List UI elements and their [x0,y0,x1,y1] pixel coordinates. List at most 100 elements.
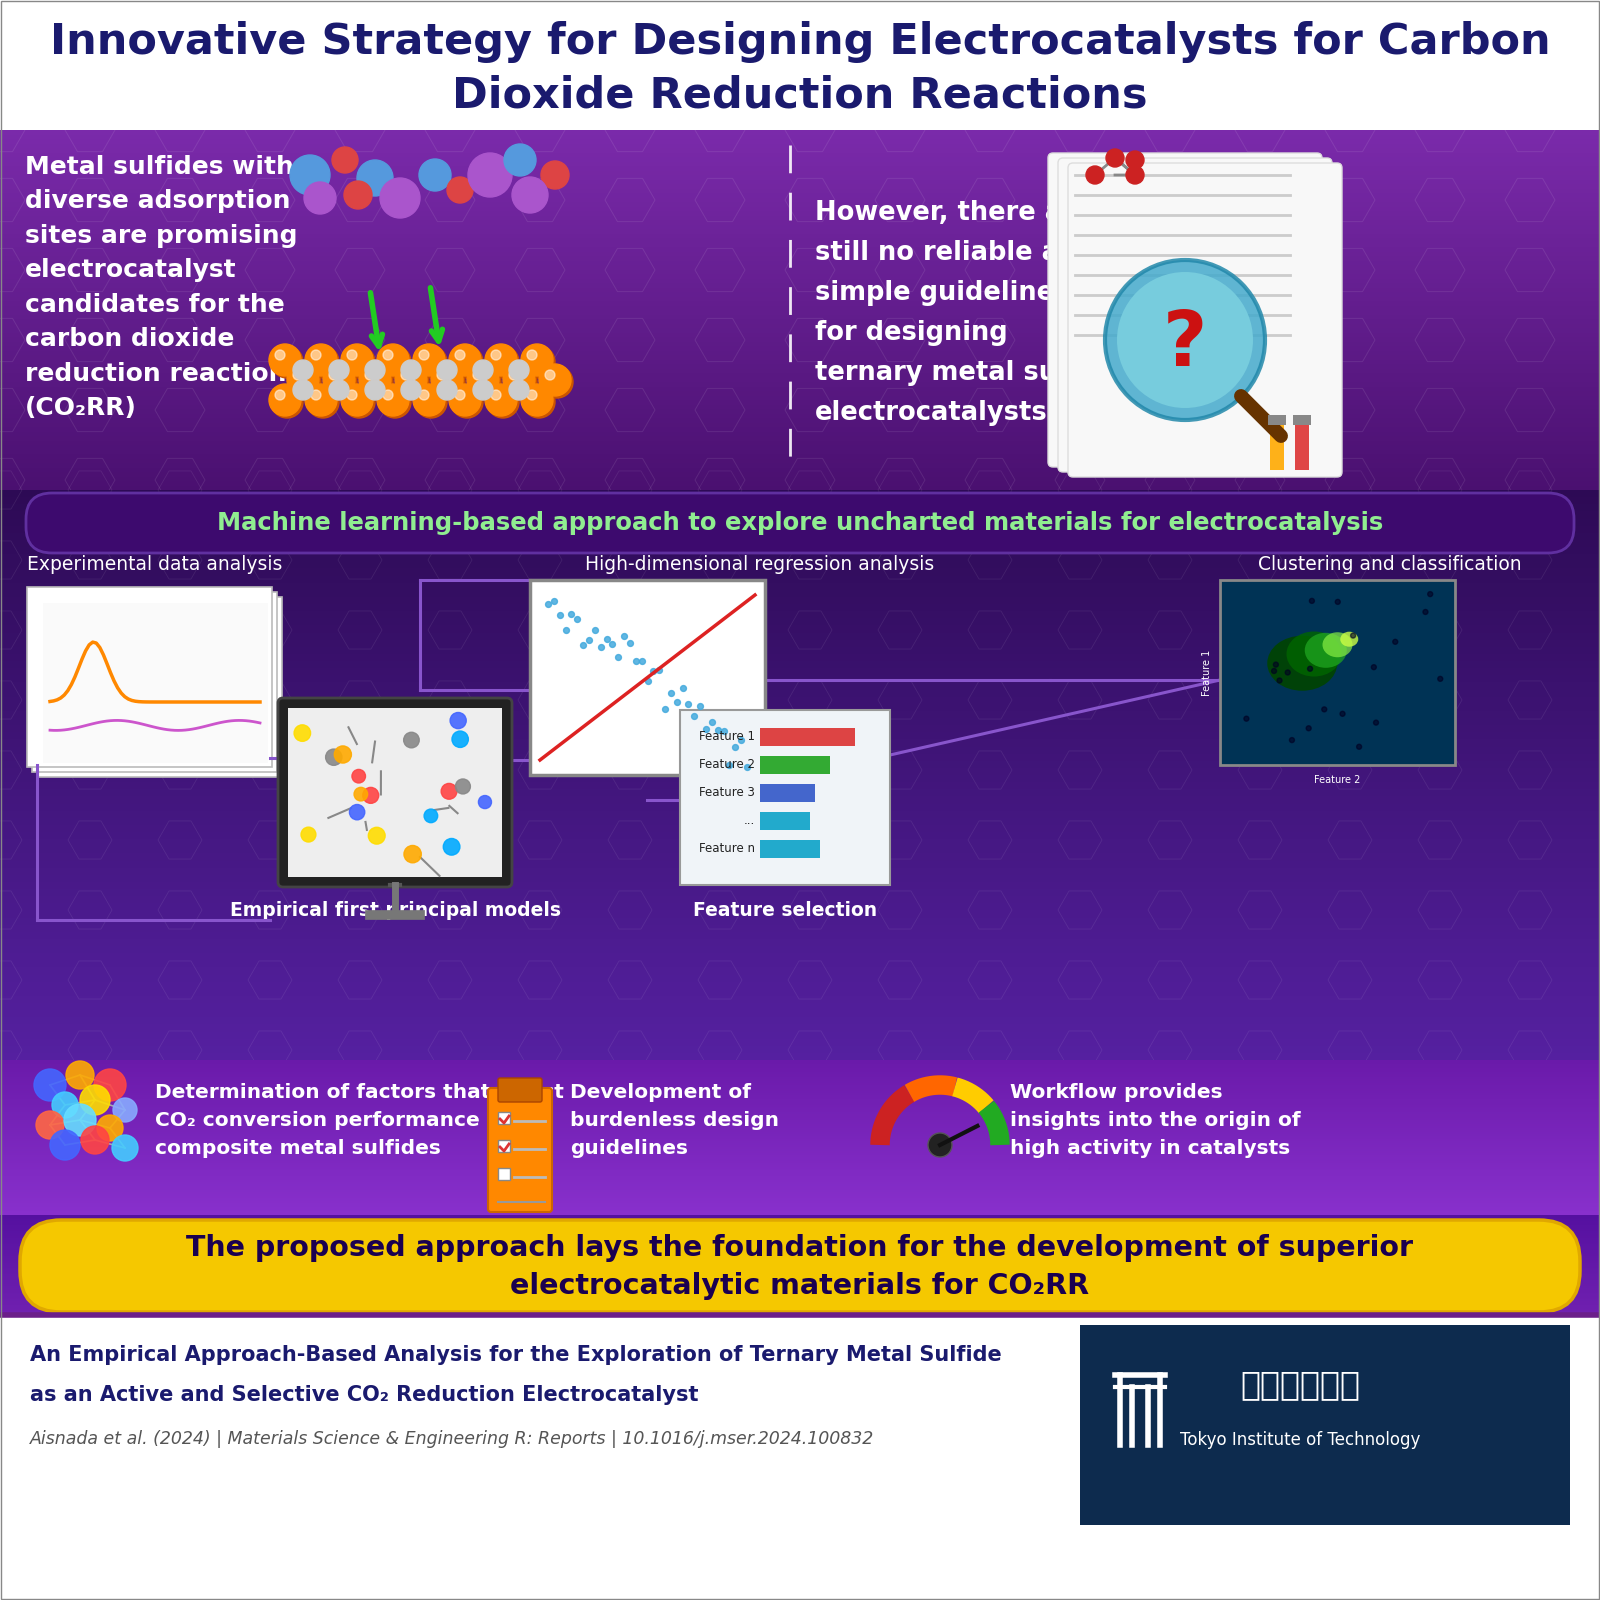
Bar [760,840,819,858]
Circle shape [1306,726,1310,731]
Bar [0,1003,1600,1011]
Bar [0,179,1600,184]
FancyBboxPatch shape [43,603,269,763]
Bar [0,774,1600,782]
Circle shape [290,366,322,398]
Text: Feature 2: Feature 2 [699,758,755,771]
Bar [0,224,1600,229]
Bar [0,472,1600,477]
Bar [0,554,1600,562]
Point [541,589,566,614]
Circle shape [526,390,538,400]
Circle shape [486,386,518,418]
Bar [0,1075,1600,1078]
Circle shape [469,366,501,398]
Bar [0,1226,1600,1227]
Text: Feature n: Feature n [699,843,755,856]
Bar [0,910,1600,918]
Bar [0,350,1600,355]
Bar [0,1110,1600,1114]
Circle shape [509,379,530,400]
Circle shape [304,182,336,214]
Bar [0,1234,1600,1235]
Bar [0,789,1600,797]
Circle shape [382,350,394,360]
Circle shape [293,360,314,379]
Bar [0,467,1600,472]
Bar [0,1299,1600,1302]
Circle shape [270,346,302,378]
Circle shape [323,365,355,395]
Bar [0,1222,1600,1224]
Circle shape [270,386,302,418]
Bar [0,149,1600,154]
Circle shape [347,350,357,360]
Circle shape [454,390,466,400]
Bar [0,1232,1600,1234]
Bar [0,1261,1600,1262]
Point [622,648,648,674]
Bar [0,1221,1600,1222]
Circle shape [325,366,357,398]
Bar [0,1259,1600,1261]
Circle shape [451,386,483,418]
Bar [0,1299,1600,1301]
Bar [0,846,1600,854]
Circle shape [442,784,458,800]
Bar [0,661,1600,669]
Bar [0,1154,1600,1155]
Text: Workflow provides
insights into the origin of
high activity in catalysts: Workflow provides insights into the orig… [1010,1083,1301,1158]
Bar [0,611,1600,619]
Circle shape [502,365,534,395]
Point [710,718,736,744]
Circle shape [546,370,555,379]
Text: ?: ? [1163,307,1206,382]
Bar [0,875,1600,882]
Circle shape [1117,272,1253,408]
Bar [0,485,1600,491]
Point [635,669,661,694]
Bar [0,1134,1600,1136]
Bar [0,939,1600,947]
Circle shape [293,370,302,379]
Bar [0,405,1600,410]
Bar [0,1296,1600,1298]
Circle shape [1106,149,1123,166]
Bar [0,568,1600,576]
Bar [0,1085,1600,1088]
Point [558,602,584,627]
Bar [0,1286,1600,1288]
FancyBboxPatch shape [37,597,282,778]
Bar [0,283,1600,288]
Circle shape [326,749,342,765]
Point [675,691,701,717]
Bar [0,1256,1600,1258]
Circle shape [456,779,470,794]
Bar [0,134,1600,139]
Bar [0,1131,1600,1134]
Bar [0,1123,1600,1126]
Bar [0,1314,1600,1315]
Circle shape [1322,707,1326,712]
Bar [498,1139,510,1152]
Circle shape [80,1085,110,1115]
Bar [0,246,1600,251]
Point [611,622,637,648]
Bar [0,355,1600,360]
Bar [0,1237,1600,1240]
Point [618,630,643,656]
Bar [0,1046,1600,1053]
Bar [0,1059,1600,1062]
Point [570,632,595,658]
Text: The proposed approach lays the foundation for the development of superior
electr: The proposed approach lays the foundatio… [187,1234,1413,1299]
Bar [0,747,1600,754]
Point [723,734,749,760]
Bar [0,152,1600,157]
Circle shape [66,1061,94,1090]
Bar [0,450,1600,454]
Bar [0,1150,1600,1154]
Bar [0,194,1600,198]
Bar [0,1181,1600,1182]
Circle shape [50,1130,80,1160]
Bar [0,597,1600,605]
